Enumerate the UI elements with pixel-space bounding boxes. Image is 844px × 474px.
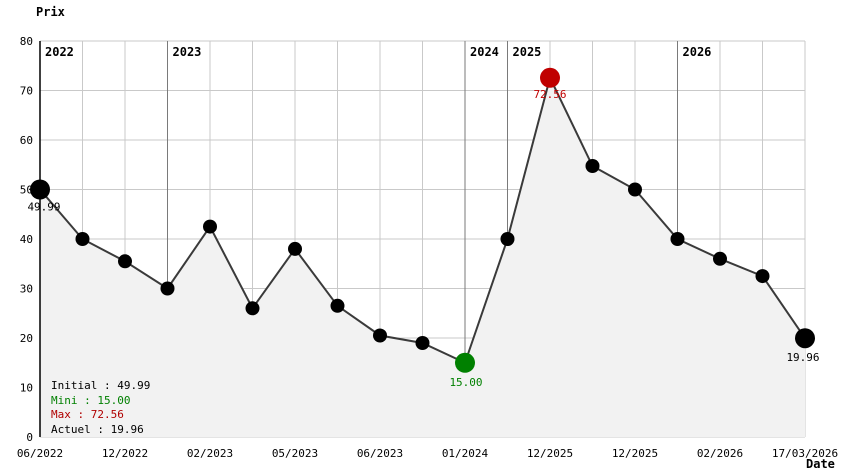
- data-point: [288, 241, 302, 256]
- data-point-max: [540, 67, 560, 88]
- legend-actuel: Actuel : 19.96: [51, 423, 144, 437]
- legend-initial: Initial : 49.99: [51, 379, 151, 392]
- data-point: [160, 281, 175, 296]
- legend-max: Max : 72.56: [51, 408, 124, 422]
- point-label-max: 72.56: [533, 88, 566, 101]
- data-point: [118, 254, 132, 269]
- data-point: [245, 301, 260, 316]
- point-label-min: 15.00: [449, 376, 482, 389]
- data-point: [203, 219, 217, 234]
- x-tick-label: 02/2026: [697, 447, 743, 460]
- x-tick-label: 06/2022: [17, 447, 63, 460]
- y-tick-label: 0: [26, 431, 33, 444]
- data-point: [500, 232, 515, 246]
- x-tick-label: 17/03/2026: [772, 447, 838, 460]
- year-label: 2023: [173, 45, 202, 59]
- x-tick-label: 12/2025: [527, 447, 573, 460]
- x-tick-label: 02/2023: [187, 447, 233, 460]
- y-tick-label: 70: [20, 85, 33, 98]
- y-tick-label: 60: [20, 134, 33, 147]
- y-tick-label: 40: [20, 233, 33, 246]
- y-tick-label: 30: [20, 283, 33, 296]
- data-point: [415, 336, 430, 350]
- data-point: [75, 232, 90, 246]
- chart-legend: Initial : 49.99 Mini : 15.00 Max : 72.56…: [51, 379, 150, 438]
- x-tick-label: 12/2025: [612, 447, 658, 460]
- data-point: [585, 159, 600, 173]
- data-point: [670, 232, 685, 246]
- x-tick-label: 12/2022: [102, 447, 148, 460]
- legend-mini: Mini : 15.00: [51, 393, 131, 407]
- data-point-min: [455, 352, 475, 373]
- point-label-current: 19.96: [786, 351, 819, 364]
- chart-title: Prix: [36, 5, 65, 19]
- data-point: [373, 328, 387, 343]
- y-tick-label: 10: [20, 382, 33, 395]
- data-point-initial: [30, 179, 50, 200]
- area-fill: [40, 77, 805, 438]
- year-label: 2025: [513, 45, 542, 59]
- y-tick-label: 50: [20, 184, 33, 197]
- x-tick-label: 01/2024: [442, 447, 489, 460]
- year-label: 2022: [45, 45, 74, 59]
- y-tick-label: 20: [20, 332, 33, 345]
- x-tick-label: 06/2023: [357, 447, 403, 460]
- x-tick-label: 05/2023: [272, 447, 318, 460]
- data-point: [755, 269, 770, 284]
- data-point: [628, 182, 642, 197]
- x-axis-title: Date: [806, 457, 835, 471]
- y-tick-label: 80: [20, 35, 33, 48]
- data-point: [330, 298, 345, 313]
- point-label-initial: 49.99: [27, 201, 60, 214]
- year-label: 2026: [683, 45, 712, 59]
- data-point: [713, 251, 727, 266]
- year-label: 2024: [470, 45, 499, 59]
- data-point-current: [795, 328, 815, 349]
